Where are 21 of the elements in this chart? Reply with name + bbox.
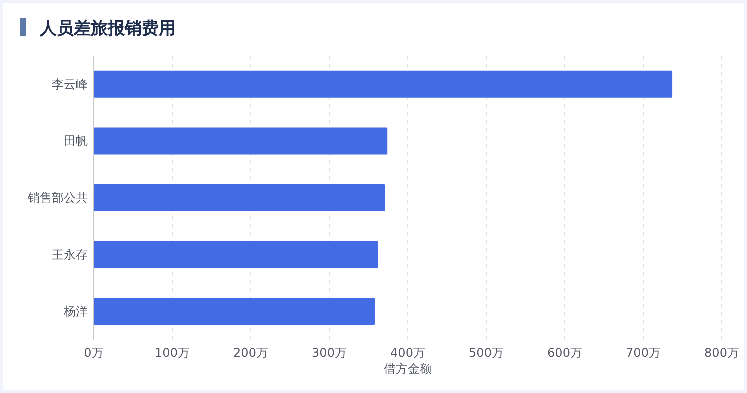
chart-title: 人员差旅报销费用 — [39, 19, 176, 39]
y-tick-label: 杨洋 — [63, 304, 88, 319]
x-tick-label: 400万 — [390, 346, 426, 360]
x-tick-label: 500万 — [469, 346, 504, 360]
x-tick-label: 300万 — [312, 346, 347, 360]
y-tick-label: 田帆 — [64, 134, 88, 148]
x-tick-label: 800万 — [704, 346, 740, 360]
bar — [94, 298, 376, 326]
x-tick-label: 200万 — [234, 346, 268, 360]
bar — [94, 128, 388, 155]
y-tick-label: 销售部公共 — [27, 191, 88, 205]
x-tick-label: 100万 — [155, 346, 190, 360]
bar — [94, 241, 378, 268]
bar — [94, 184, 386, 212]
x-axis-title: 借方金额 — [384, 362, 432, 376]
y-tick-label: 李云峰 — [52, 77, 88, 92]
bar — [94, 70, 673, 98]
y-tick-label: 王永存 — [52, 248, 88, 262]
x-tick-label: 600万 — [548, 346, 582, 360]
x-tick-label: 0万 — [84, 346, 104, 360]
x-tick-label: 700万 — [626, 346, 661, 360]
